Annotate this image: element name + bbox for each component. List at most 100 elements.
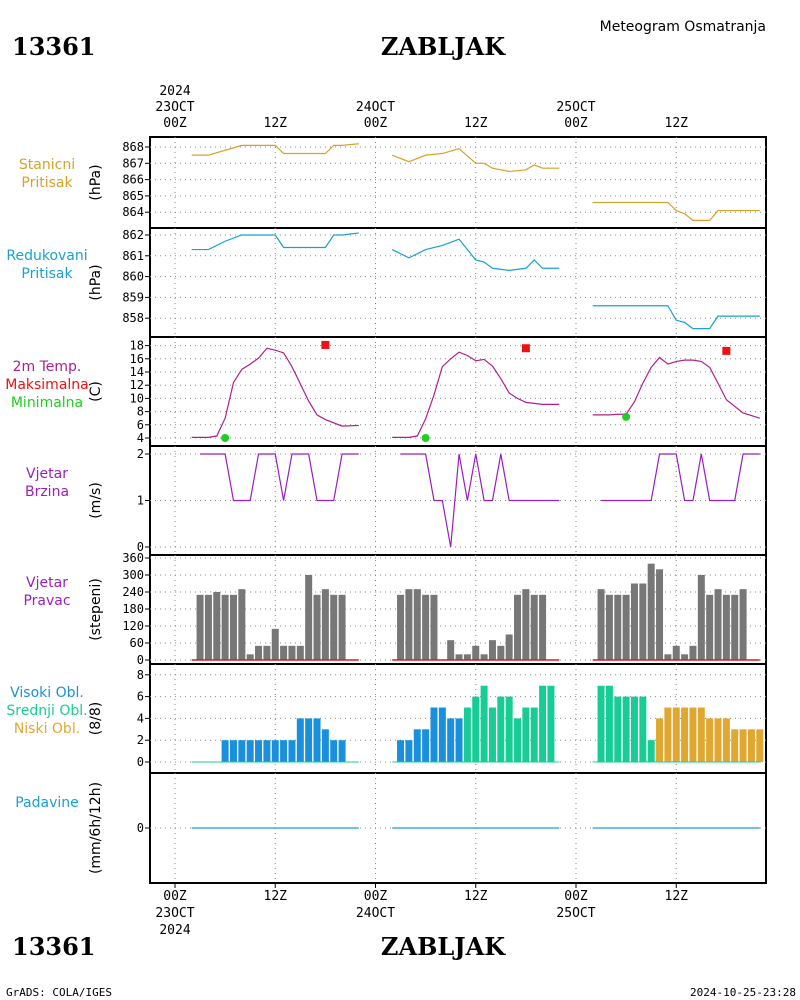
cloud-bar <box>497 696 505 762</box>
y-tick-label: 16 <box>130 352 144 366</box>
y-tick-label: 862 <box>122 228 144 242</box>
cloud-bar <box>313 718 321 762</box>
y-tick-label: 8 <box>137 668 144 682</box>
time-label-bottom: 2024 <box>159 923 190 938</box>
y-tick-label: 865 <box>122 189 144 203</box>
wind-direction-bar <box>246 654 254 660</box>
panel-wind_speed: 0 1 2 (m/s) Vjetar Brzina <box>25 445 767 556</box>
cloud-bar <box>647 740 655 762</box>
cloud-bar <box>463 707 471 762</box>
wind-direction-bar <box>447 640 455 660</box>
wind-direction-bar <box>664 654 672 660</box>
y-tick-label: 12 <box>130 378 144 392</box>
time-label-bottom: 00Z <box>564 889 588 904</box>
wind-direction-bar <box>313 594 321 660</box>
panel-label: Pritisak <box>21 175 73 191</box>
axis-unit-label: (stepeni) <box>88 578 104 641</box>
wind-direction-bar <box>255 645 263 660</box>
wind-speed-line <box>400 453 560 548</box>
panel-precip: 0 (mm/6h/12h) Padavine <box>15 772 767 884</box>
wind-direction-bar <box>681 654 689 660</box>
footer-left: GrADS: COLA/IGES <box>6 986 112 999</box>
wind-direction-bar <box>405 589 413 660</box>
cloud-bar <box>447 718 455 762</box>
time-label-bottom: 12Z <box>665 889 689 904</box>
cloud-bar <box>438 707 446 762</box>
wind-direction-bar <box>597 589 605 660</box>
cloud-bar <box>305 718 313 762</box>
max-temp-marker <box>521 344 530 353</box>
wind-speed-line <box>200 453 359 502</box>
wind-direction-bar <box>689 645 697 660</box>
cloud-bar <box>338 740 346 762</box>
panel-label: Srednji Obl. <box>6 703 87 719</box>
cloud-bar <box>246 740 254 762</box>
station-pressure-line <box>191 143 359 156</box>
time-label-bottom: 25OCT <box>556 906 595 921</box>
cloud-bar <box>221 740 229 762</box>
axis-unit-label: (hPa) <box>88 164 104 200</box>
cloud-bar <box>321 729 329 762</box>
panel-frame <box>149 227 767 338</box>
wind-direction-bar <box>672 645 680 660</box>
axis-unit-label: (m/s) <box>88 482 104 519</box>
panel-label: Stanicni <box>19 157 75 173</box>
wind-direction-bar <box>497 645 505 660</box>
cloud-bar <box>413 729 421 762</box>
wind-direction-bar <box>480 654 488 660</box>
cloud-bar <box>539 685 547 762</box>
panel-frame <box>149 136 767 229</box>
y-tick-label: 14 <box>130 365 144 379</box>
wind-direction-bar <box>330 594 338 660</box>
wind-direction-bar <box>463 654 471 660</box>
wind-direction-bar <box>488 640 496 660</box>
wind-direction-bar <box>656 569 664 660</box>
y-tick-label: 2 <box>137 447 144 461</box>
cloud-bar <box>280 740 288 762</box>
cloud-bar <box>689 707 697 762</box>
panel-label: Padavine <box>15 795 79 811</box>
time-label-top: 12Z <box>464 116 488 131</box>
y-tick-label: 0 <box>137 821 144 835</box>
y-tick-label: 180 <box>122 602 144 616</box>
cloud-bar <box>639 696 647 762</box>
wind-direction-bar <box>455 654 463 660</box>
y-tick-label: 60 <box>130 636 144 650</box>
cloud-bar <box>672 707 680 762</box>
time-label-bottom: 12Z <box>264 889 288 904</box>
y-tick-label: 6 <box>137 418 144 432</box>
max-temp-marker <box>722 346 731 355</box>
time-label-bottom: 24OCT <box>356 906 395 921</box>
cloud-bar <box>514 718 522 762</box>
time-label-bottom: 23OCT <box>155 906 194 921</box>
wind-direction-bar <box>196 594 204 660</box>
cloud-bar <box>747 729 755 762</box>
cloud-bar <box>681 707 689 762</box>
y-tick-label: 8 <box>137 405 144 419</box>
wind-direction-bar <box>539 594 547 660</box>
time-label-top: 25OCT <box>556 100 595 115</box>
y-tick-label: 18 <box>130 339 144 353</box>
panel-label: Niski Obl. <box>14 721 80 737</box>
y-tick-label: 860 <box>122 270 144 284</box>
cloud-bar <box>522 707 530 762</box>
cloud-bar <box>706 718 714 762</box>
axis-unit-label: (8/8) <box>88 702 104 735</box>
time-label-bottom: 00Z <box>364 889 388 904</box>
wind-direction-bar <box>229 594 237 660</box>
station-pressure-line <box>391 147 560 173</box>
wind-direction-bar <box>422 594 430 660</box>
panel-label: Vjetar <box>26 466 68 482</box>
wind-direction-bar <box>321 589 329 660</box>
y-tick-label: 0 <box>137 653 144 667</box>
axis-unit-label: (hPa) <box>88 264 104 300</box>
wind-direction-bar <box>296 645 304 660</box>
y-tick-label: 120 <box>122 619 144 633</box>
wind-direction-bar <box>263 645 271 660</box>
footer-right: 2024-10-25-23:28 <box>690 986 796 999</box>
wind-direction-bar <box>305 575 313 660</box>
y-tick-label: 866 <box>122 173 144 187</box>
cloud-bar <box>739 729 747 762</box>
wind-direction-bar <box>288 645 296 660</box>
